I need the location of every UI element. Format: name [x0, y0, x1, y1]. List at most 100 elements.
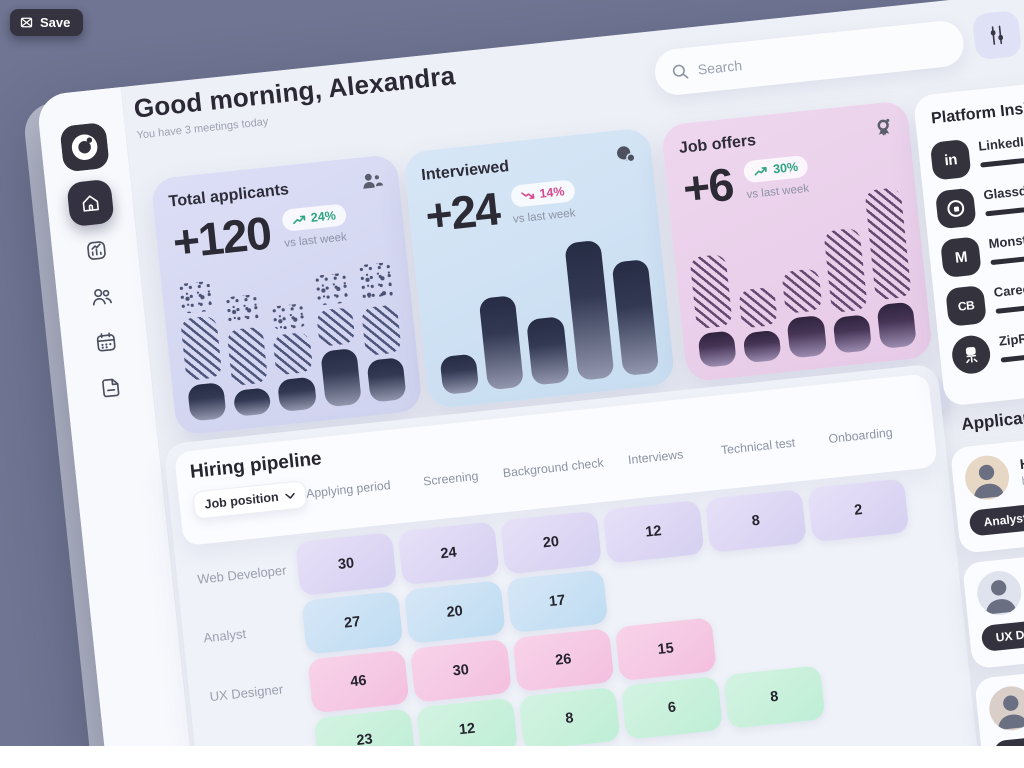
- sliders-icon: [985, 23, 1009, 47]
- pipeline-column-headers: Job position Applying period Screening Bac…: [192, 416, 921, 520]
- stat-value-row: +24 14% vs last week: [423, 171, 642, 242]
- save-icon: [20, 16, 33, 29]
- platform-insight-panel: Platform Insight in LinkedIn Glassdoor M…: [912, 63, 1024, 407]
- ziprecruiter-icon: [950, 333, 993, 376]
- mini-bar: [176, 280, 227, 422]
- platform-list: in LinkedIn Glassdoor M Monster CB Caree…: [929, 113, 1024, 378]
- applicants-title: Applicants: [960, 406, 1024, 435]
- change-pill: 14%: [509, 179, 576, 208]
- pipeline-cell: 12: [602, 499, 705, 564]
- job-position-label: Job position: [203, 489, 280, 512]
- filter-settings-button[interactable]: [971, 9, 1023, 61]
- sidebar-item-documents[interactable]: [98, 375, 124, 401]
- search-input[interactable]: [697, 35, 949, 78]
- users-group-icon: [360, 170, 385, 193]
- mini-bar-chart: [427, 213, 660, 396]
- mini-bar: [563, 239, 615, 381]
- pipeline-cell: 46: [307, 649, 410, 713]
- platform-trend-bar: [990, 249, 1024, 266]
- mini-bar: [864, 187, 917, 350]
- mini-bar: [781, 268, 827, 359]
- applicant-card[interactable]: Hubert hubert@gmail.com Analyst: [949, 416, 1024, 554]
- mini-bar: [269, 302, 317, 413]
- avatar: [987, 684, 1024, 733]
- sidebar-item-home[interactable]: [66, 178, 115, 228]
- analytics-icon: [83, 237, 109, 263]
- save-button[interactable]: Save: [10, 9, 84, 36]
- platform-name: ZipRecruiter: [998, 325, 1024, 349]
- platform-insight-title: Platform Insight: [930, 97, 1024, 128]
- pipeline-cell: 2: [807, 477, 910, 542]
- pipeline-column-header: Onboarding: [827, 425, 894, 446]
- users-icon: [88, 283, 114, 309]
- stat-value-row: +6 30% vs last week: [681, 144, 900, 215]
- job-position-dropdown[interactable]: Job position: [192, 479, 308, 520]
- sidebar-item-analytics[interactable]: [83, 237, 109, 263]
- pipeline-cell: 30: [409, 638, 512, 703]
- pipeline-cell: 23: [313, 707, 416, 746]
- dashboard-content: Good morning, Alexandra You have 3 meeti…: [122, 0, 1024, 746]
- pipeline-header-band: Hiring pipeline Job position Applying pe…: [174, 373, 938, 547]
- sidebar-item-calendar[interactable]: [93, 329, 119, 355]
- applicant-card[interactable]: Developer: [974, 646, 1024, 746]
- home-icon: [78, 191, 102, 215]
- pipeline-cell: 12: [415, 696, 519, 746]
- pipeline-cell: 30: [295, 531, 398, 596]
- pipeline-row-label: UX Designer: [208, 681, 284, 705]
- mini-bar: [439, 353, 480, 396]
- platform-trend-bar: [1000, 351, 1024, 363]
- pipeline-cell: 24: [397, 520, 500, 585]
- trend-down-icon: [520, 190, 535, 200]
- hiring-pipeline-panel: Hiring pipeline Job position Applying pe…: [163, 363, 985, 746]
- applicant-role-badge: Analyst: [968, 503, 1024, 537]
- stat-card-job-offers: Job offers +6 30% vs last week: [660, 100, 934, 383]
- mini-bar: [356, 261, 407, 403]
- applicants-list: Hubert hubert@gmail.com Analyst John jw@…: [949, 416, 1024, 746]
- pipeline-column-header: Technical test: [720, 435, 796, 458]
- glassdoor-icon: [934, 187, 977, 230]
- chevron-down-icon: [285, 492, 296, 500]
- pipeline-cell: 8: [704, 488, 807, 553]
- change-pill: 30%: [743, 154, 810, 184]
- linkedin-icon: in: [929, 138, 972, 181]
- stat-card-interviewed: Interviewed +24 14% vs last week: [402, 127, 676, 410]
- document-icon: [98, 375, 124, 401]
- monster-icon: M: [940, 236, 982, 279]
- pipeline-cell: 27: [301, 590, 404, 655]
- sidebar-item-candidates[interactable]: [88, 283, 114, 309]
- pipeline-column-header: Screening: [422, 468, 480, 489]
- mini-bar: [738, 286, 783, 364]
- careerbuilder-icon: CB: [945, 285, 987, 327]
- mini-bar: [478, 295, 525, 391]
- pipeline-row-label: Web Developer: [196, 562, 288, 587]
- stat-value-row: +120 24% vs last week: [170, 197, 390, 268]
- pipeline-cell: 17: [506, 568, 609, 633]
- pipeline-cell: 20: [403, 579, 506, 644]
- platform-row[interactable]: ZipRecruiter: [950, 308, 1024, 378]
- pipeline-cell: 8: [723, 664, 826, 729]
- pipeline-cell: 15: [614, 616, 717, 681]
- save-button-label: Save: [40, 15, 71, 30]
- app-logo[interactable]: [59, 122, 110, 173]
- platform-row[interactable]: Glassdoor: [934, 162, 1024, 232]
- platform-trend-bar: [995, 301, 1024, 314]
- dashboard-window: Good morning, Alexandra You have 3 meeti…: [36, 0, 1024, 746]
- platform-name: Glassdoor: [982, 180, 1024, 203]
- pipeline-row-label: Analyst: [202, 626, 247, 646]
- pipeline-column-header: Background check: [502, 455, 605, 481]
- platform-name: LinkedIn: [977, 133, 1024, 154]
- mini-bar-chart: [684, 186, 917, 368]
- applicant-role-badge: UX Designer: [980, 615, 1024, 653]
- pipeline-column-header: Applying period: [305, 478, 392, 501]
- change-pill: 24%: [280, 203, 347, 232]
- calendar-icon: [93, 329, 119, 355]
- pipeline-cell: 20: [499, 510, 603, 575]
- change-value: 24%: [310, 208, 337, 225]
- mini-bar: [311, 272, 362, 408]
- search-icon: [670, 62, 690, 82]
- applicant-card[interactable]: John jw@gmail.com UX Designer: [961, 531, 1024, 670]
- trend-up-icon: [292, 214, 307, 224]
- pipeline-row-label: Developer: [209, 738, 314, 746]
- avatar: [975, 568, 1024, 618]
- chat-bubbles-icon: [613, 144, 637, 166]
